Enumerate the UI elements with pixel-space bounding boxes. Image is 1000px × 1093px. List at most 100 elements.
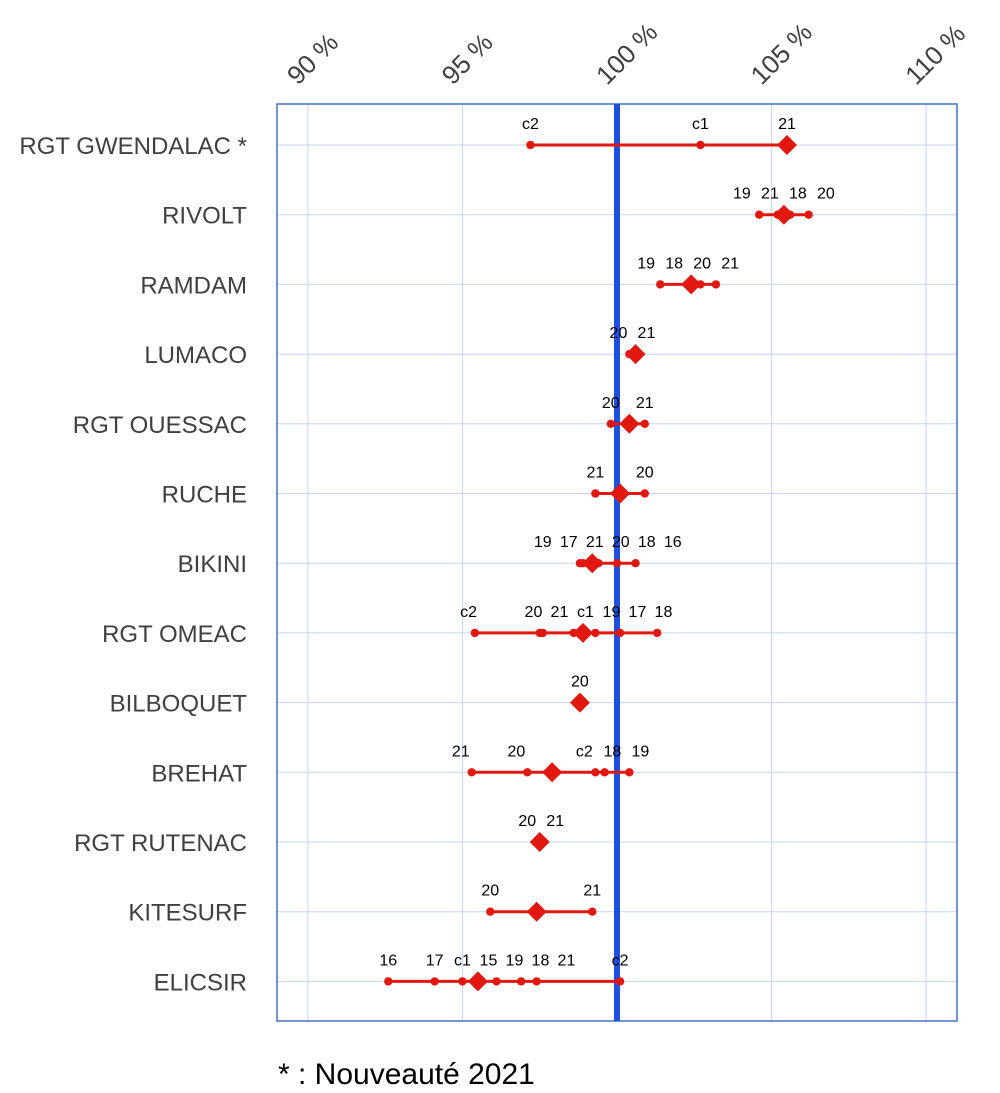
point-marker bbox=[591, 489, 600, 498]
category-label: BILBOQUET bbox=[110, 691, 248, 718]
category-label: LUMACO bbox=[144, 342, 247, 369]
point-label: 19 bbox=[733, 186, 751, 203]
point-label: 20 bbox=[612, 534, 630, 551]
point-marker bbox=[652, 628, 662, 638]
point-label: 21 bbox=[761, 186, 779, 203]
main-diamond-marker bbox=[582, 553, 603, 574]
point-label: 21 bbox=[558, 952, 576, 969]
point-marker bbox=[696, 140, 705, 150]
point-marker bbox=[600, 768, 609, 777]
point-label: 17 bbox=[629, 604, 647, 621]
point-label: c1 bbox=[577, 604, 594, 621]
point-label: 15 bbox=[480, 952, 498, 969]
category-label: RGT GWENDALAC * bbox=[19, 133, 247, 160]
point-label: 20 bbox=[693, 255, 711, 272]
series-row: 20 21 bbox=[610, 325, 656, 365]
point-marker bbox=[615, 628, 625, 638]
series-row: 20 21 bbox=[602, 395, 654, 434]
point-marker bbox=[612, 559, 622, 568]
main-diamond-marker bbox=[467, 971, 488, 992]
point-label: 18 bbox=[665, 255, 683, 272]
point-marker bbox=[631, 559, 640, 568]
point-marker bbox=[656, 280, 665, 289]
category-label: RAMDAM bbox=[140, 272, 247, 299]
point-label: 19 bbox=[603, 604, 621, 621]
series-row: 20 21 bbox=[518, 813, 564, 852]
point-marker bbox=[467, 768, 476, 777]
dot-range-chart: 90 % 95 % 100 % 105 % 110 % RGT GWENDALAC *R… bbox=[19, 17, 971, 1022]
main-diamond-marker bbox=[529, 832, 550, 852]
point-marker bbox=[516, 977, 526, 986]
point-label: 21 bbox=[721, 255, 739, 272]
main-diamond-marker bbox=[573, 622, 593, 643]
main-diamond-marker bbox=[610, 483, 631, 504]
point-label: 20 bbox=[610, 325, 628, 342]
series-row: 19 18 20 21 bbox=[637, 255, 739, 295]
point-marker bbox=[526, 140, 535, 150]
point-label: 20 bbox=[571, 674, 589, 691]
main-diamond-marker bbox=[681, 274, 702, 295]
point-label: 16 bbox=[664, 534, 682, 551]
point-label: 20 bbox=[525, 604, 543, 621]
point-label: 18 bbox=[638, 534, 656, 551]
point-marker bbox=[640, 489, 650, 498]
point-marker bbox=[458, 977, 467, 986]
main-diamond-marker bbox=[625, 344, 646, 365]
category-label: RGT RUTENAC bbox=[74, 830, 247, 857]
category-labels: RGT GWENDALAC * RIVOLT RAMDAM LUMACO RGT OUE… bbox=[19, 133, 247, 996]
x-tick-label: 90 % bbox=[281, 27, 344, 90]
category-label: KITESURF bbox=[128, 900, 247, 927]
point-marker bbox=[591, 628, 600, 638]
point-label: 17 bbox=[426, 952, 444, 969]
category-label: BREHAT bbox=[151, 760, 247, 787]
footnote: * : Nouveauté 2021 bbox=[278, 1058, 535, 1091]
x-tick-label: 100 % bbox=[590, 17, 663, 90]
point-label: 19 bbox=[534, 534, 552, 551]
main-diamond-marker bbox=[777, 135, 797, 155]
category-label: RIVOLT bbox=[162, 203, 247, 230]
series-row: 20 bbox=[569, 674, 590, 713]
category-label: RGT OMEAC bbox=[102, 621, 247, 648]
point-label: 21 bbox=[546, 813, 564, 830]
point-marker bbox=[711, 280, 721, 289]
point-marker bbox=[523, 768, 532, 777]
point-label: 16 bbox=[379, 952, 397, 969]
point-marker bbox=[588, 907, 597, 916]
point-marker bbox=[384, 977, 393, 986]
point-marker bbox=[492, 977, 501, 986]
point-label: 19 bbox=[631, 743, 649, 760]
point-marker bbox=[804, 210, 813, 219]
series-row: c2 c1 21 bbox=[522, 116, 797, 155]
series-row: 19 21 18 20 bbox=[733, 186, 835, 225]
point-label: 20 bbox=[518, 813, 536, 830]
category-label: ELICSIR bbox=[154, 969, 247, 996]
point-label: 19 bbox=[637, 255, 655, 272]
series-row: 19 17 21 20 18 16 bbox=[534, 534, 682, 574]
series-row: 21 20 c2 18 19 bbox=[452, 743, 649, 783]
point-label: 20 bbox=[481, 883, 499, 900]
point-label: 20 bbox=[636, 465, 654, 482]
point-label: 20 bbox=[602, 395, 620, 412]
series-row: 20 21 bbox=[481, 883, 601, 922]
category-label: RGT OUESSAC bbox=[73, 412, 247, 439]
point-label: 18 bbox=[532, 952, 550, 969]
point-marker bbox=[538, 628, 548, 638]
category-label: RUCHE bbox=[162, 482, 247, 509]
main-diamond-marker bbox=[773, 204, 794, 225]
point-label: c1 bbox=[454, 952, 471, 969]
point-marker bbox=[591, 768, 600, 777]
main-diamond-marker bbox=[542, 762, 563, 783]
point-label: 21 bbox=[638, 325, 656, 342]
point-label: 18 bbox=[603, 743, 621, 760]
point-marker bbox=[754, 210, 764, 219]
main-diamond-marker bbox=[569, 692, 590, 713]
x-tick-label: 110 % bbox=[899, 18, 971, 90]
point-label: 18 bbox=[655, 604, 673, 621]
point-label: 21 bbox=[452, 743, 470, 760]
point-label: 17 bbox=[560, 534, 578, 551]
point-label: c2 bbox=[522, 116, 539, 133]
point-label: c2 bbox=[460, 604, 477, 621]
series-row: 16 17 c1 15 19 18 21 c2 bbox=[379, 952, 629, 992]
point-label: 21 bbox=[636, 395, 654, 412]
